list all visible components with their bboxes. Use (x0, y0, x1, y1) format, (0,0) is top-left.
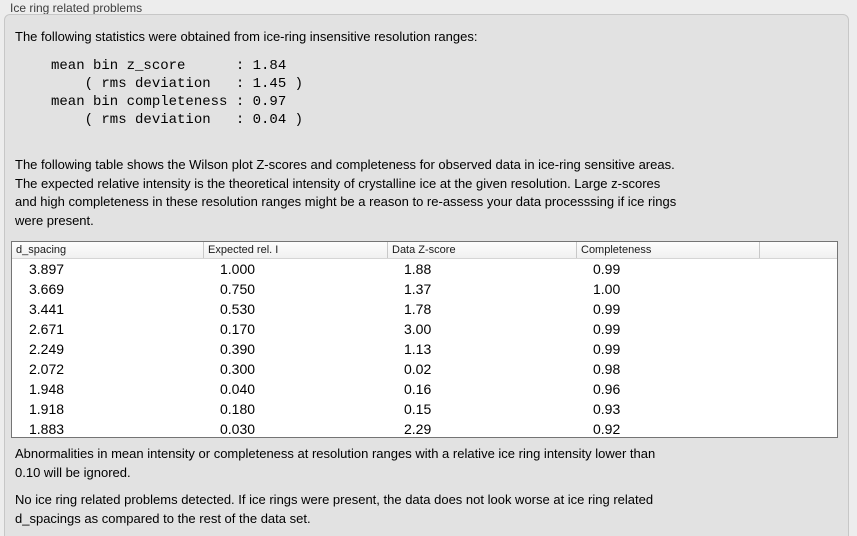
table-row[interactable]: 3.441 0.530 1.78 0.99 (12, 299, 837, 319)
table-cell: 0.92 (593, 421, 621, 437)
table-cell-filler (759, 259, 837, 279)
table-cell: 0.300 (220, 361, 256, 377)
conclusion-text: No ice ring related problems detected. I… (15, 492, 654, 526)
table-cell: 0.170 (220, 321, 256, 337)
table-cell: 0.030 (220, 421, 256, 437)
table-cell: 1.37 (404, 281, 432, 297)
table-cell: 0.040 (220, 381, 256, 397)
table-row[interactable]: 2.671 0.170 3.00 0.99 (12, 319, 837, 339)
table-cell: 1.000 (220, 261, 256, 277)
table-cell: 0.15 (404, 401, 432, 417)
table-cell-filler (759, 399, 837, 419)
table-cell: 0.99 (593, 321, 621, 337)
table-row[interactable]: 3.669 0.750 1.37 1.00 (12, 279, 837, 299)
table-cell-filler (759, 379, 837, 399)
column-header-filler (759, 242, 837, 258)
table-header-row: d_spacing Expected rel. I Data Z-score C… (12, 242, 837, 259)
statistics-values-block: mean bin z_score : 1.84 ( rms deviation … (51, 58, 304, 128)
table-cell: 1.883 (29, 421, 65, 437)
table-cell: 0.98 (593, 361, 621, 377)
abnormalities-note-text: Abnormalities in mean intensity or compl… (15, 446, 656, 480)
table-cell: 1.00 (593, 281, 621, 297)
table-cell: 0.93 (593, 401, 621, 417)
table-cell: 3.669 (29, 281, 65, 297)
statistics-intro-text: The following statistics were obtained f… (15, 29, 478, 44)
table-cell: 1.78 (404, 301, 432, 317)
ice-ring-panel: The following statistics were obtained f… (4, 14, 849, 536)
table-cell: 0.16 (404, 381, 432, 397)
table-cell: 3.00 (404, 321, 432, 337)
table-cell: 0.530 (220, 301, 256, 317)
table-cell: 2.249 (29, 341, 65, 357)
table-cell: 0.96 (593, 381, 621, 397)
group-box-title: Ice ring related problems (10, 1, 143, 15)
table-cell: 1.918 (29, 401, 65, 417)
table-body: 3.897 1.000 1.88 0.99 3.669 0.750 1.37 1.00 3.44… (12, 259, 837, 437)
table-cell-filler (759, 419, 837, 437)
table-cell: 1.13 (404, 341, 432, 357)
table-cell-filler (759, 339, 837, 359)
table-cell-filler (759, 359, 837, 379)
ice-ring-table: d_spacing Expected rel. I Data Z-score C… (11, 241, 838, 438)
table-intro-text: The following table shows the Wilson plo… (15, 157, 677, 228)
table-row[interactable]: 1.918 0.180 0.15 0.93 (12, 399, 837, 419)
table-cell: 0.99 (593, 341, 621, 357)
table-cell: 0.99 (593, 301, 621, 317)
table-cell: 0.99 (593, 261, 621, 277)
table-row[interactable]: 1.883 0.030 2.29 0.92 (12, 419, 837, 437)
table-cell: 1.948 (29, 381, 65, 397)
table-row[interactable]: 3.897 1.000 1.88 0.99 (12, 259, 837, 279)
table-row[interactable]: 2.072 0.300 0.02 0.98 (12, 359, 837, 379)
table-cell-filler (759, 279, 837, 299)
table-cell-filler (759, 299, 837, 319)
table-row[interactable]: 2.249 0.390 1.13 0.99 (12, 339, 837, 359)
table-cell: 3.897 (29, 261, 65, 277)
table-cell: 2.29 (404, 421, 432, 437)
table-cell-filler (759, 319, 837, 339)
column-header-completeness[interactable]: Completeness (576, 242, 759, 258)
table-row[interactable]: 1.948 0.040 0.16 0.96 (12, 379, 837, 399)
table-cell: 0.750 (220, 281, 256, 297)
table-cell: 1.88 (404, 261, 432, 277)
column-header-d-spacing[interactable]: d_spacing (16, 244, 67, 256)
table-cell: 0.02 (404, 361, 432, 377)
table-cell: 0.180 (220, 401, 256, 417)
table-cell: 2.072 (29, 361, 65, 377)
table-cell: 3.441 (29, 301, 65, 317)
table-cell: 0.390 (220, 341, 256, 357)
table-cell: 2.671 (29, 321, 65, 337)
column-header-expected-rel-i[interactable]: Expected rel. I (203, 242, 387, 258)
column-header-data-z-score[interactable]: Data Z-score (387, 242, 576, 258)
